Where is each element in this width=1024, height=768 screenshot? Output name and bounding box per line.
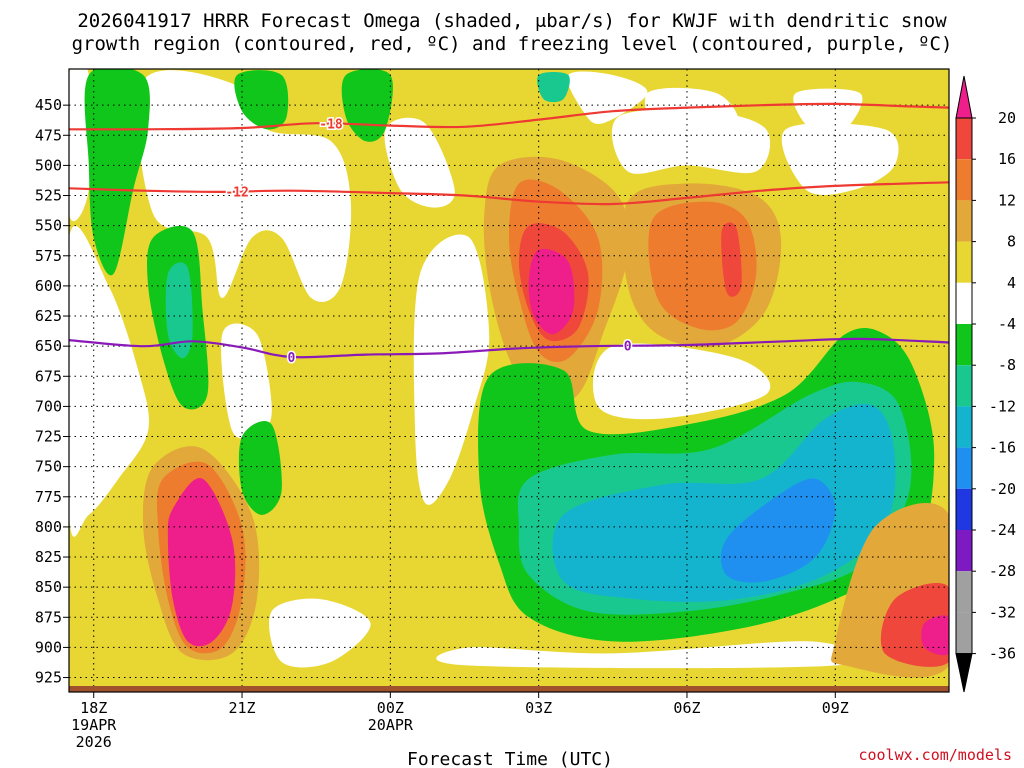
y-tick-label: 525 <box>35 187 62 205</box>
y-tick-label: 900 <box>35 638 62 656</box>
colorbar-label: -32 <box>989 603 1016 621</box>
colorbar-segment <box>956 406 972 448</box>
contour-label: -18 <box>319 118 343 133</box>
colorbar-segment <box>956 282 972 324</box>
y-tick-label: 925 <box>35 669 62 687</box>
omega-neutral-area-3 <box>567 71 648 124</box>
x-tick-label: 09Z <box>822 699 849 717</box>
colorbar-label: -16 <box>989 439 1016 457</box>
y-tick-label: 475 <box>35 126 62 144</box>
colorbar-segment <box>956 530 972 572</box>
omega-region-20 <box>537 72 570 103</box>
omega-neutral-area-11 <box>269 598 371 668</box>
colorbar-segment <box>956 324 972 366</box>
plot-frame <box>68 68 950 693</box>
x-tick-label: 19APR <box>71 716 117 734</box>
y-tick-label: 550 <box>35 217 62 235</box>
colorbar-segment <box>956 612 972 654</box>
y-tick-label: 750 <box>35 458 62 476</box>
colorbar-segment <box>956 159 972 201</box>
y-tick-label: 825 <box>35 548 62 566</box>
x-axis-label: Forecast Time (UTC) <box>407 749 613 768</box>
contour-line--12 <box>69 181 949 206</box>
chart-title-line1: 2026041917 HRRR Forecast Omega (shaded, … <box>77 10 947 32</box>
colorbar-label: 16 <box>998 150 1016 168</box>
y-tick-label: 775 <box>35 488 62 506</box>
omega-region-6 <box>721 222 742 297</box>
colorbar-segment <box>956 365 972 407</box>
colorbar-segment <box>956 200 972 242</box>
omega-neutral-area-6 <box>611 109 771 174</box>
watermark: coolwx.com/models <box>858 746 1012 764</box>
omega-neutral-area-13 <box>592 343 771 420</box>
contour-label: 0 <box>288 351 296 366</box>
omega-region-18 <box>234 70 289 130</box>
contour-label: 0 <box>624 340 632 355</box>
colorbar-segment <box>956 571 972 613</box>
contour-line-0 <box>69 337 949 359</box>
x-tick-label: 18Z <box>80 699 107 717</box>
omega-region-16 <box>238 420 282 515</box>
ground-bar <box>69 686 949 692</box>
colorbar-segment <box>956 241 972 283</box>
colorbar-label: 12 <box>998 191 1016 209</box>
omega-neutral-area-5 <box>793 88 863 134</box>
x-tick-label: 00Z <box>377 699 404 717</box>
y-tick-label: 500 <box>35 156 62 174</box>
y-tick-label: 650 <box>35 337 62 355</box>
colorbar-frame <box>955 117 973 655</box>
omega-region-9 <box>167 478 236 647</box>
x-tick-label: 06Z <box>673 699 700 717</box>
colorbar-label: -28 <box>989 562 1016 580</box>
y-tick-label: 600 <box>35 277 62 295</box>
colorbar-top-arrow <box>955 75 973 119</box>
colorbar-label: -12 <box>989 397 1016 415</box>
y-tick-label: 800 <box>35 518 62 536</box>
x-tick-label: 2026 <box>76 733 112 751</box>
omega-neutral-area-12 <box>436 641 863 669</box>
grid-lines <box>69 69 949 692</box>
omega-region-15 <box>165 262 193 359</box>
colorbar-label: -8 <box>998 356 1016 374</box>
omega-region-17 <box>84 69 150 276</box>
colorbar-label: 8 <box>1007 233 1016 251</box>
y-tick-label: 875 <box>35 608 62 626</box>
colorbar-segment <box>956 447 972 489</box>
y-tick-label: 725 <box>35 428 62 446</box>
omega-neutral-area-10 <box>413 234 490 505</box>
colorbar-label: -20 <box>989 480 1016 498</box>
colorbar-segment <box>956 118 972 160</box>
chart-title-line2: growth region (contoured, red, ºC) and f… <box>72 33 953 55</box>
omega-neutral-area-8 <box>69 226 149 537</box>
y-tick-label: 575 <box>35 247 62 265</box>
y-tick-label: 850 <box>35 578 62 596</box>
colorbar: 20 16 12 8 4 -4 -8 -12 -16 -20 -24 -28 -32 -36 <box>955 75 1016 693</box>
omega-neutral-area-7 <box>781 123 899 195</box>
y-tick-label: 625 <box>35 307 62 325</box>
omega-region-13 <box>720 478 836 583</box>
contour-lines: -18 -12 0 0 <box>69 102 949 368</box>
colorbar-label: -36 <box>989 645 1016 663</box>
colorbar-bottom-arrow <box>955 653 973 693</box>
x-tick-label: 03Z <box>525 699 552 717</box>
colorbar-label: -4 <box>998 315 1016 333</box>
y-axis: 450 475 500 525 550 575 600 625 650 675 700 725 750 7… <box>35 96 69 687</box>
colorbar-segment <box>956 488 972 530</box>
y-tick-label: 700 <box>35 397 62 415</box>
omega-region-23 <box>921 615 949 656</box>
y-tick-label: 675 <box>35 367 62 385</box>
colorbar-label: 20 <box>998 109 1016 127</box>
colorbar-label: 4 <box>1007 274 1016 292</box>
omega-neutral-area-2 <box>384 117 455 208</box>
colorbar-label: -24 <box>989 521 1016 539</box>
contour-line--18 <box>69 102 949 131</box>
x-tick-label: 21Z <box>228 699 255 717</box>
contour-label: -12 <box>225 186 248 201</box>
x-tick-label: 20APR <box>368 716 414 734</box>
y-tick-label: 450 <box>35 96 62 114</box>
omega-region-3 <box>528 248 575 335</box>
